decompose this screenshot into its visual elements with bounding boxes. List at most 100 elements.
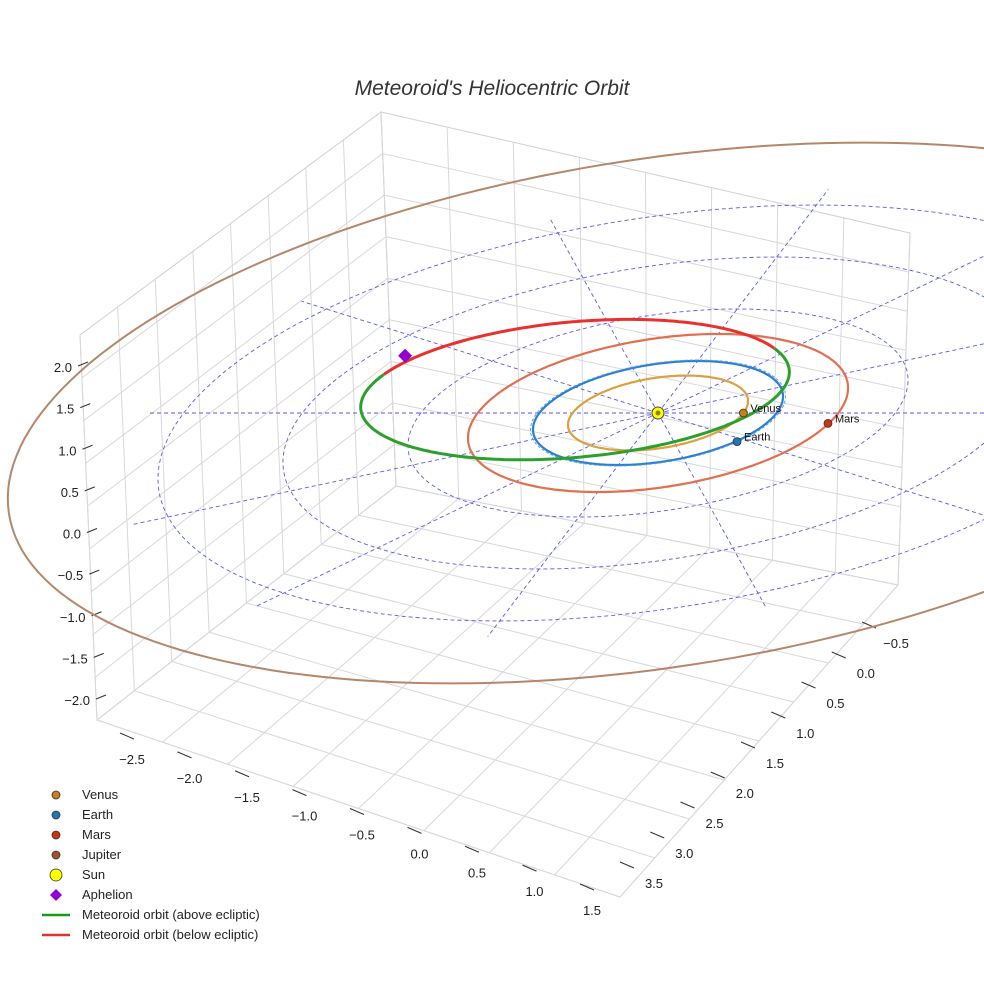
z-axis-tick-label: −1.0 (60, 610, 86, 625)
legend-swatch (51, 810, 61, 820)
z-axis-tick-mark (89, 569, 100, 575)
legend-label: Sun (82, 867, 105, 882)
grid-line (380, 111, 397, 487)
meteoroid-orbit-below (383, 317, 776, 376)
legend-swatch (51, 790, 61, 800)
legend-swatch (50, 889, 62, 901)
meteoroid-orbit-above (359, 347, 791, 462)
legend-item: Mars (51, 827, 111, 842)
y-axis-tick-label: 3.5 (645, 876, 663, 891)
polar-spoke (657, 412, 984, 516)
grid-line (79, 334, 98, 721)
z-axis-tick-label: −1.5 (62, 651, 88, 666)
grid-line (305, 167, 322, 545)
grid-line (385, 236, 907, 351)
legend-label: Aphelion (82, 887, 133, 902)
y-axis-tick-mark (680, 801, 695, 809)
y-axis-tick-label: 1.5 (766, 756, 784, 771)
y-axis-tick-label: 2.0 (736, 786, 754, 801)
grid-line (897, 232, 911, 586)
legend-item: Jupiter (51, 847, 122, 862)
grid-line (512, 142, 522, 511)
grid-line (395, 485, 899, 586)
polar-spoke (487, 412, 659, 637)
z-axis-tick-mark (80, 403, 91, 409)
grid-line (81, 153, 383, 379)
z-axis-tick-label: 1.0 (58, 443, 76, 458)
venus-label: Venus (750, 403, 781, 415)
x-axis-tick-label: −2.5 (119, 752, 145, 767)
grid-line (154, 279, 173, 662)
y-axis-tick-mark (650, 831, 665, 839)
grid-line (382, 153, 909, 273)
mars-label: Mars (835, 413, 860, 425)
grid-line (89, 319, 390, 550)
x-axis-tick-label: 1.5 (583, 903, 601, 918)
x-axis-tick-mark (522, 864, 537, 872)
x-axis-tick-label: 1.0 (525, 884, 543, 899)
legend-swatch (51, 850, 61, 860)
legend-swatch (49, 868, 63, 882)
grid-line (392, 402, 901, 508)
grid-line (387, 277, 905, 390)
x-axis-tick-label: 0.0 (410, 846, 428, 861)
grid-line (283, 573, 794, 703)
aphelion-marker (398, 348, 413, 363)
grid-line (87, 277, 388, 507)
y-axis-tick-label: −0.5 (883, 636, 909, 651)
grid-line (554, 572, 836, 876)
polar-spoke (255, 412, 659, 608)
x-axis-tick-mark (407, 826, 422, 834)
x-axis-tick-label: 0.5 (468, 865, 486, 880)
earth-orbit-trace (530, 359, 786, 467)
grid-line (358, 514, 864, 625)
polar-spoke (301, 300, 659, 414)
legend-item: Venus (51, 787, 119, 802)
earth-label: Earth (744, 432, 770, 444)
z-axis-tick-label: 1.5 (56, 402, 74, 417)
legend-item: Meteoroid orbit (above ecliptic) (42, 907, 260, 922)
polar-ring (407, 308, 909, 518)
z-axis-tick-mark (93, 652, 104, 658)
x-axis-tick-mark (234, 770, 250, 778)
legend-item: Meteoroid orbit (below ecliptic) (42, 927, 258, 942)
legend-item: Sun (49, 867, 105, 882)
x-axis-tick-mark (177, 751, 192, 759)
earth-orbit (531, 359, 785, 467)
grid-line (246, 602, 760, 742)
grid-line (645, 172, 648, 536)
grid-line (117, 307, 135, 691)
polar-spoke (131, 412, 659, 526)
x-axis-tick-mark (464, 845, 480, 853)
legend-label: Venus (82, 787, 119, 802)
venus-orbit (566, 374, 750, 452)
y-axis-tick-label: 0.0 (857, 666, 875, 681)
grid-line (390, 360, 903, 469)
y-axis-tick-mark (619, 861, 635, 869)
grid-line (619, 584, 899, 898)
x-axis-tick-mark (349, 808, 365, 815)
z-axis-tick-mark (82, 444, 93, 450)
grid-line (230, 223, 247, 604)
z-axis-tick-label: 2.0 (54, 360, 72, 375)
z-axis-tick-mark (77, 361, 89, 367)
grid-line (446, 127, 460, 499)
y-axis-tick-label: 2.5 (705, 816, 723, 831)
polar-spoke (657, 343, 984, 414)
z-axis-tick-mark (86, 528, 98, 533)
y-axis-tick-label: 3.0 (675, 846, 693, 861)
legend: Venus Earth Mars Jupiter Sun Aphelion Meteoroi… (42, 787, 260, 942)
y-axis-tick-mark (740, 741, 756, 749)
z-axis-tick-label: 0.5 (61, 485, 79, 500)
earth-marker (732, 437, 742, 447)
grid-line (384, 194, 908, 312)
jupiter-orbit (6, 141, 984, 685)
x-axis-tick-label: −0.5 (349, 828, 375, 843)
legend-label: Meteoroid orbit (below ecliptic) (82, 927, 258, 942)
z-axis-tick-mark (95, 694, 107, 700)
legend-swatch (51, 830, 61, 840)
sun-core (655, 410, 661, 416)
grid-line (834, 217, 845, 573)
